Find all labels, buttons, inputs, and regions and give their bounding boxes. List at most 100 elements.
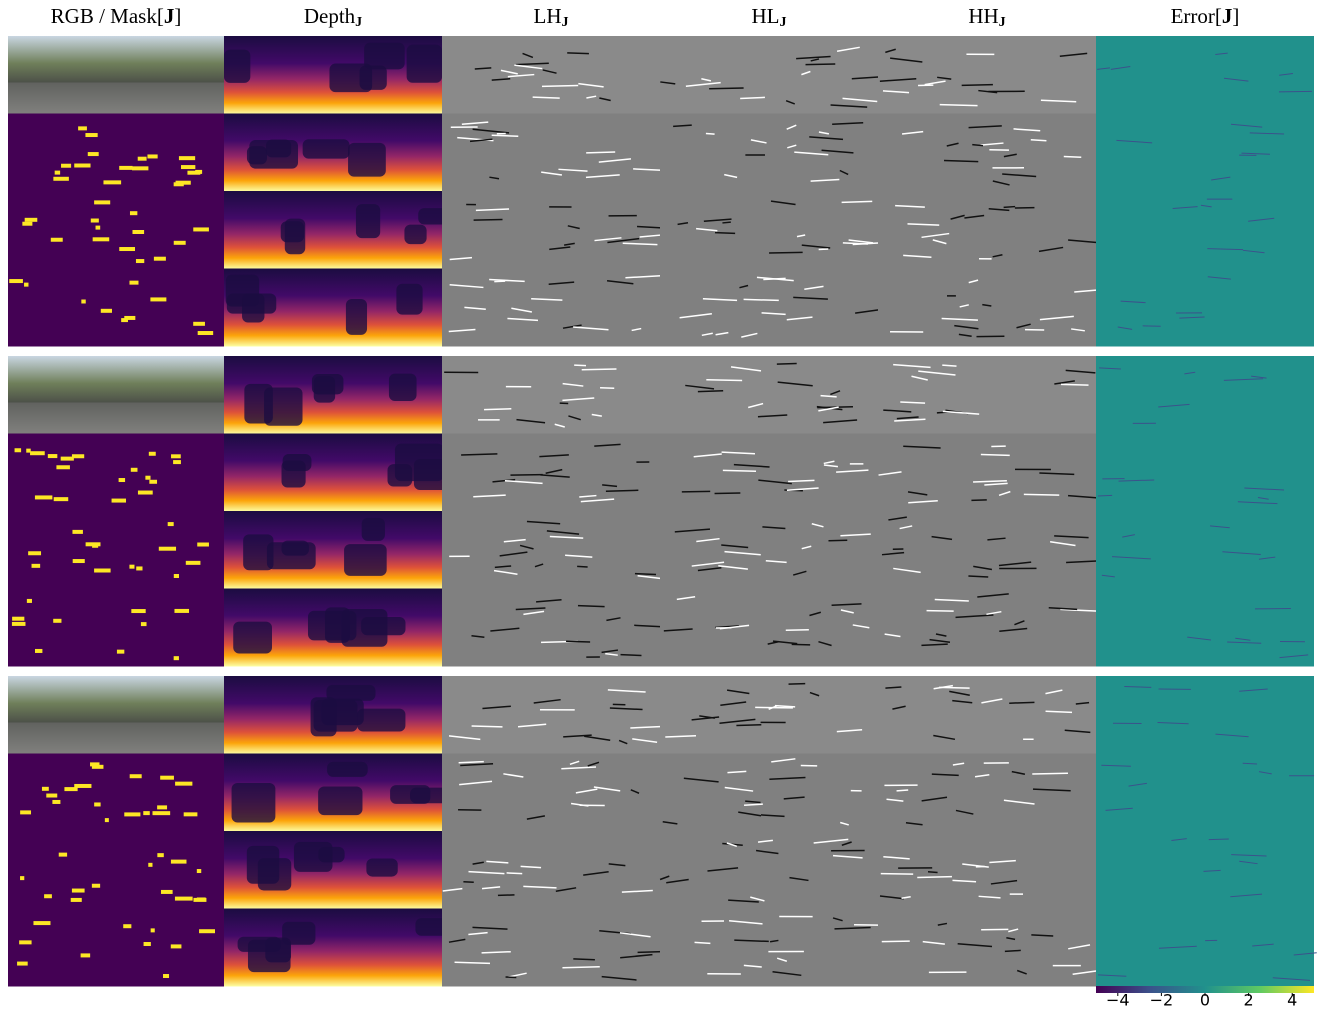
coef-edge [630, 789, 640, 794]
coef-edge [823, 464, 838, 468]
mask-pixel [90, 762, 100, 767]
coef-edge [463, 880, 474, 883]
column-header: HLJ [752, 4, 787, 30]
coef-edge [823, 419, 858, 424]
coef-edge [1014, 620, 1025, 626]
header-part: ] [174, 4, 181, 28]
coef-edge [522, 52, 534, 59]
coef-edge [634, 572, 657, 576]
coef-edge [836, 46, 860, 53]
coef-edge [757, 839, 773, 843]
image-panel [1096, 676, 1314, 754]
coef-edge [801, 545, 812, 550]
coef-edge [721, 451, 756, 455]
coef-edge [903, 254, 932, 258]
coef-edge [883, 855, 910, 860]
coef-edge [1016, 969, 1027, 975]
mask-pixel [72, 529, 83, 534]
coef-edge [896, 789, 909, 792]
coef-edge [636, 225, 662, 229]
image-panel [8, 511, 224, 589]
coef-edge [828, 539, 848, 542]
coef-edge [809, 136, 844, 141]
coef-edge [955, 614, 994, 619]
mask-pixel [94, 200, 111, 205]
error-edge [1244, 487, 1285, 491]
coef-edge [586, 151, 616, 154]
mask-pixel [78, 126, 87, 131]
coef-edge [606, 279, 634, 285]
coef-edge [941, 317, 978, 321]
error-edge [1110, 65, 1131, 70]
image-panel [442, 36, 660, 114]
error-edge [1172, 206, 1198, 210]
coef-edge [980, 453, 1010, 457]
image-panel [1096, 356, 1314, 434]
coef-edge [683, 777, 719, 783]
coef-edge [705, 132, 715, 135]
coef-edge [813, 838, 849, 844]
image-panel [660, 908, 878, 987]
mask-pixel [19, 940, 32, 945]
coef-edge [724, 550, 761, 556]
coef-edge [491, 77, 511, 81]
mask-pixel [135, 259, 145, 264]
coef-edge [507, 317, 539, 322]
image-panel [1096, 831, 1314, 909]
depth-blob [396, 283, 423, 315]
rgb-road [8, 402, 224, 434]
image-panel [878, 908, 1096, 987]
coef-edge [922, 940, 945, 945]
coef-edge [769, 776, 806, 780]
coef-edge [697, 566, 722, 572]
coef-edge [722, 469, 757, 473]
error-edge [1124, 685, 1152, 688]
coef-edge [563, 734, 592, 738]
image-panel [660, 753, 878, 832]
error-edge [1158, 403, 1190, 408]
coef-edge [637, 574, 661, 580]
mask-pixel [92, 237, 110, 242]
coef-edge [494, 280, 506, 283]
coef-edge [893, 567, 921, 574]
coef-edge [992, 180, 1010, 186]
mask-pixel [167, 522, 174, 527]
coef-edge [1048, 606, 1078, 611]
coef-edge [699, 715, 715, 719]
coef-edge [777, 381, 813, 387]
coef-edge [567, 225, 580, 230]
coef-edge [905, 821, 923, 826]
coef-edge [601, 649, 619, 654]
error-edge [1222, 551, 1261, 556]
mask-pixel [196, 897, 206, 902]
coef-edge [546, 530, 580, 535]
mask-pixel [14, 448, 22, 453]
image-panel [442, 831, 660, 909]
image-panel [1096, 753, 1314, 832]
coef-edge [804, 285, 824, 290]
image-panel [660, 268, 878, 347]
error-edge [1099, 367, 1121, 370]
mask-pixel [104, 818, 109, 823]
coef-edge [472, 861, 484, 865]
image-panel [660, 831, 878, 909]
mask-pixel [174, 896, 193, 901]
mask-pixel [178, 156, 196, 161]
coef-edge [448, 735, 481, 741]
coef-edge [1032, 772, 1068, 775]
coef-edge [583, 870, 609, 876]
mask-pixel [58, 852, 68, 857]
depth-blob [326, 684, 376, 701]
coef-edge [768, 705, 778, 711]
coef-edge [911, 375, 928, 381]
coef-edge [554, 423, 565, 428]
coef-edge [577, 565, 588, 568]
image-panel [442, 588, 660, 667]
error-edge [1239, 860, 1258, 865]
coef-edge [821, 149, 854, 154]
colorbar [1096, 986, 1314, 993]
coef-edge [810, 58, 820, 62]
error-edge [1272, 977, 1311, 981]
coef-edge [792, 570, 807, 576]
